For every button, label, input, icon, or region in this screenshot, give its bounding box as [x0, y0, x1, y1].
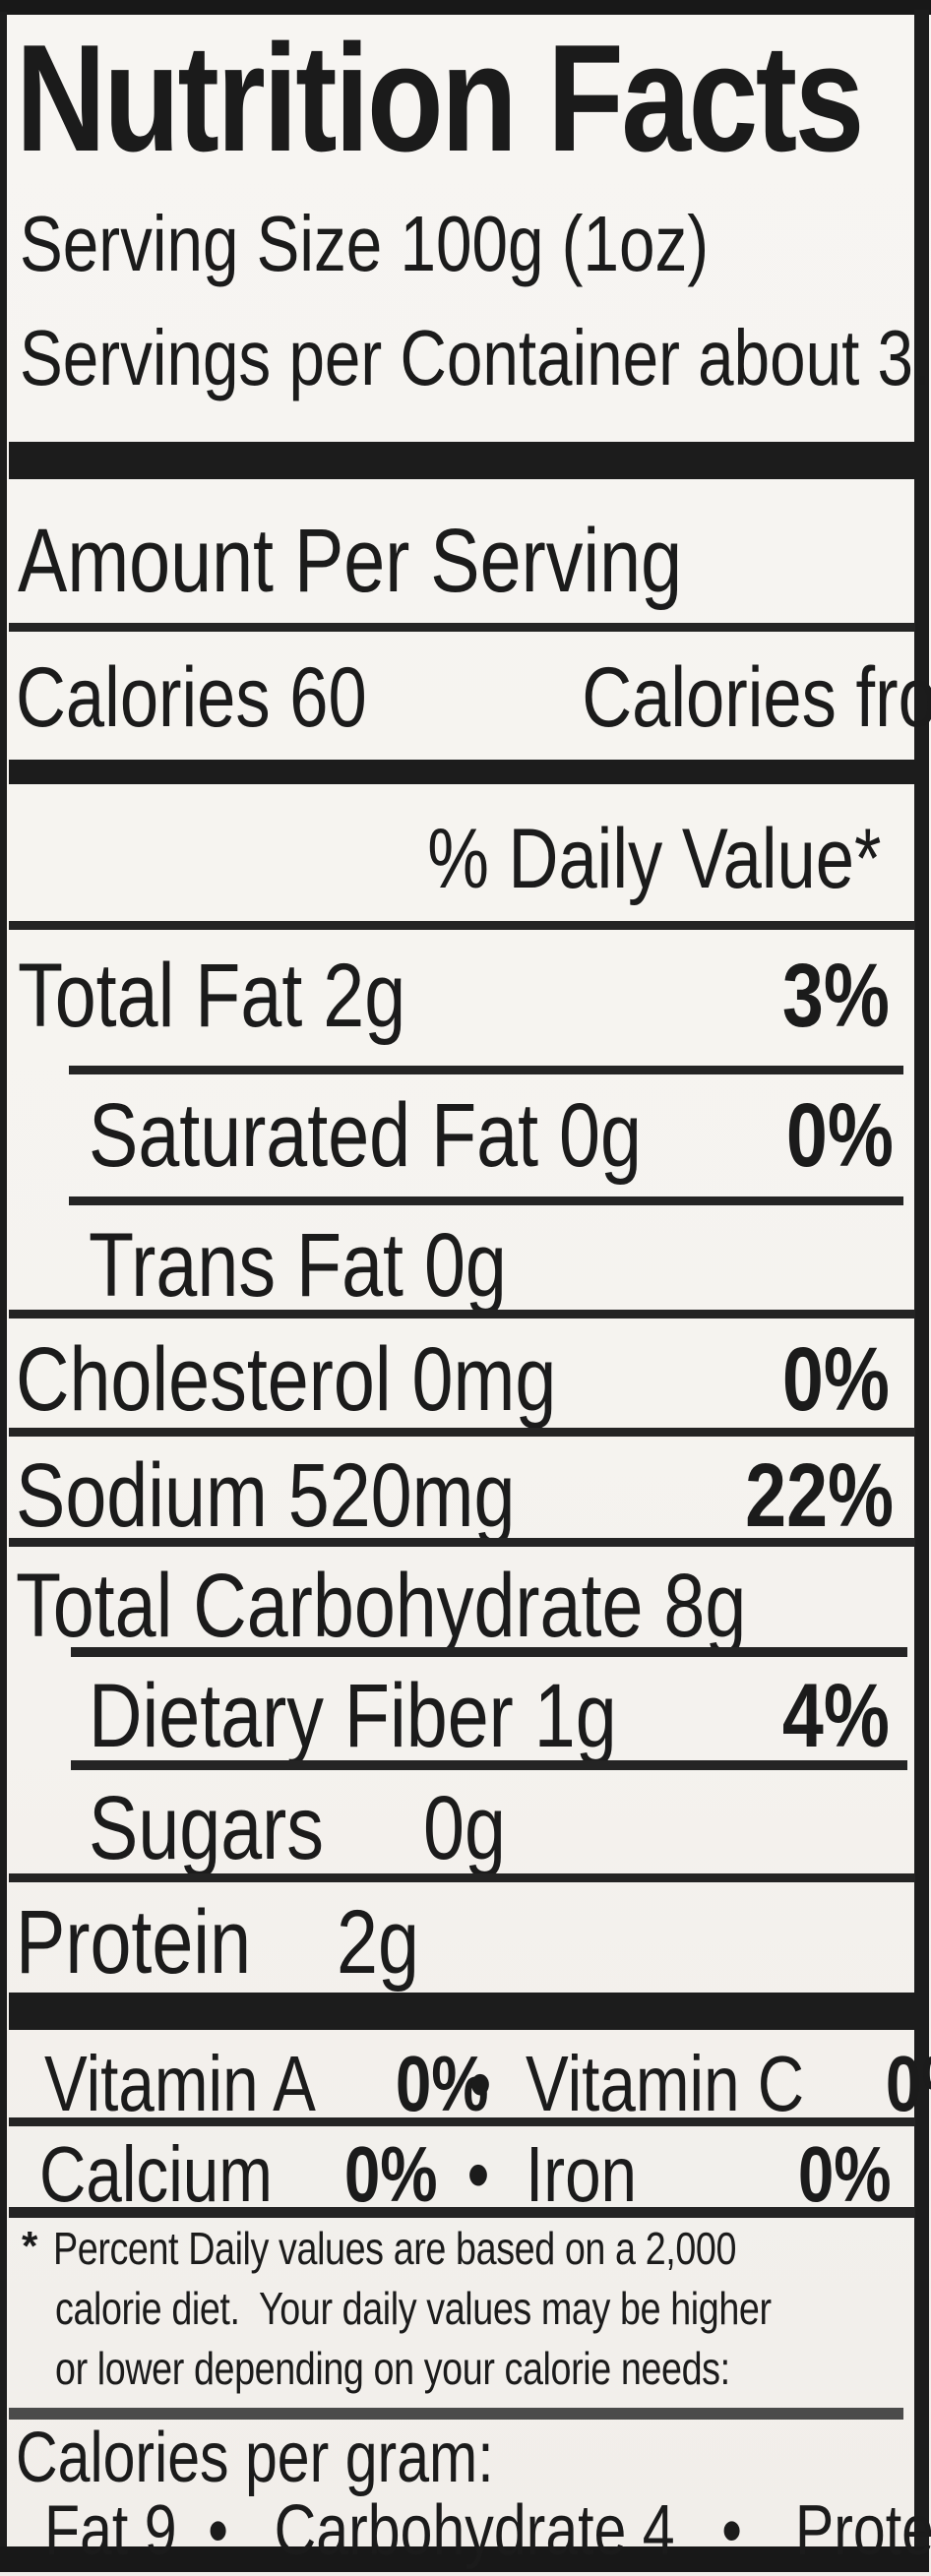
total-carbohydrate-label: Total Carbohydrate 8g [16, 1556, 747, 1656]
separator-indent-3 [71, 1647, 907, 1657]
cholesterol-dv: 0% [781, 1329, 890, 1430]
vitamin-c-label: Vitamin C [526, 2040, 805, 2127]
bullet-separator: • [469, 2040, 492, 2127]
calcium-value: 0% [343, 2130, 438, 2218]
page-title-text: Nutrition Facts [16, 13, 864, 183]
total-fat-row: Total Fat 2g 3% [18, 951, 890, 1041]
page-title: Nutrition Facts [16, 22, 931, 174]
separator-thick-1 [9, 442, 917, 479]
daily-value-header: % Daily Value* [426, 812, 881, 906]
dietary-fiber-label: Dietary Fiber 1g [89, 1666, 617, 1766]
bullet-separator: • [466, 2130, 490, 2218]
calories-value: Calories 60 [16, 650, 367, 745]
separator-thin-1 [9, 623, 915, 632]
dietary-fiber-row: Dietary Fiber 1g 4% [89, 1671, 890, 1761]
calories-row: Calories 60 Calories from Fat 30 [16, 650, 931, 745]
total-carbohydrate-row: Total Carbohydrate 8g 3% [16, 1556, 931, 1656]
separator-thin-6 [9, 1873, 915, 1882]
cholesterol-row: Cholesterol 0mg 0% [16, 1334, 890, 1425]
separator-indent-2 [69, 1196, 903, 1205]
protein-amount: 2g [336, 1892, 419, 1993]
sugars-label: Sugars [89, 1778, 325, 1878]
sodium-row: Sodium 520mg 22% [16, 1450, 894, 1541]
vitamin-c-value: 0% [886, 2040, 931, 2127]
iron-zone: Iron 0% [526, 2135, 892, 2214]
saturated-fat-row: Saturated Fat 0g 0% [89, 1085, 894, 1186]
separator-thin-7 [9, 2117, 915, 2126]
sugars-amount: 0g [422, 1778, 506, 1878]
cholesterol-label: Cholesterol 0mg [16, 1329, 557, 1430]
calcium-label: Calcium [39, 2130, 273, 2218]
separator-thin-3 [9, 1310, 915, 1319]
serving-size-line: Serving Size 100g (1oz) [20, 200, 710, 287]
vitamin-a-label: Vitamin A [44, 2040, 316, 2127]
saturated-fat-dv: 0% [786, 1085, 895, 1186]
sodium-label: Sodium 520mg [16, 1445, 516, 1546]
separator-gray [9, 2408, 903, 2420]
calcium-zone: Calcium 0% [39, 2130, 438, 2218]
vitamin-row: Vitamin A 0% • Vitamin C 0% [44, 2040, 931, 2127]
separator-indent-4 [71, 1760, 907, 1770]
bullet-separator: • [208, 2491, 229, 2570]
frame-left-border [0, 12, 7, 2572]
protein-row: Protein 2g [16, 1897, 437, 1988]
amount-per-serving-heading: Amount Per Serving [18, 511, 683, 611]
vitamin-a-zone: Vitamin A 0% [44, 2040, 489, 2127]
separator-indent-1 [69, 1066, 903, 1074]
footnote-line-1: * Percent Daily values are based on a 2,0… [22, 2223, 736, 2274]
vitamin-a-value: 0% [396, 2040, 490, 2127]
trans-fat-label: Trans Fat 0g [89, 1215, 507, 1316]
frame-bottom-bar [0, 2546, 929, 2572]
vitamin-c-zone: Vitamin C 0% [526, 2040, 931, 2127]
sugars-row: Sugars 0g [89, 1783, 524, 1873]
iron-value: 0% [798, 2130, 892, 2218]
total-fat-dv: 3% [781, 946, 890, 1046]
calories-per-gram-heading: Calories per gram: [16, 2419, 494, 2497]
separator-thick-3 [9, 1993, 917, 2030]
footnote-line-3: or lower depending on your calorie needs… [55, 2343, 730, 2394]
cpg-protein: Protein 4 [794, 2491, 931, 2570]
separator-thin-5 [9, 1538, 915, 1547]
protein-label: Protein [16, 1892, 252, 1993]
frame-right-border [914, 10, 929, 2572]
dietary-fiber-dv: 4% [781, 1666, 890, 1766]
cpg-fat: Fat 9 [44, 2491, 177, 2570]
sodium-dv: 22% [745, 1445, 894, 1546]
calcium-iron-row: Calcium 0% • Iron 0% [39, 2135, 892, 2214]
bullet-separator: • [720, 2491, 742, 2570]
separator-thin-4 [9, 1428, 915, 1437]
iron-label: Iron [526, 2130, 638, 2218]
saturated-fat-label: Saturated Fat 0g [89, 1085, 642, 1186]
servings-per-container-line: Servings per Container about 3.5 [20, 314, 931, 401]
footnote-asterisk: * [22, 2223, 37, 2269]
frame-top-bar [0, 0, 931, 15]
separator-thin-8 [9, 2207, 915, 2218]
trans-fat-row: Trans Fat 0g [89, 1220, 598, 1311]
calories-from-fat-value: Calories from Fat 30 [582, 650, 931, 745]
total-fat-label: Total Fat 2g [18, 946, 406, 1046]
footnote-line-2: calorie diet. Your daily values may be h… [55, 2283, 772, 2334]
separator-thin-2 [9, 921, 915, 930]
calories-per-gram-row: Fat 9 • Carbohydrate 4 • Protein 4 [44, 2491, 931, 2570]
cpg-carbohydrate: Carbohydrate 4 [274, 2491, 675, 2570]
separator-thick-2 [9, 760, 917, 784]
